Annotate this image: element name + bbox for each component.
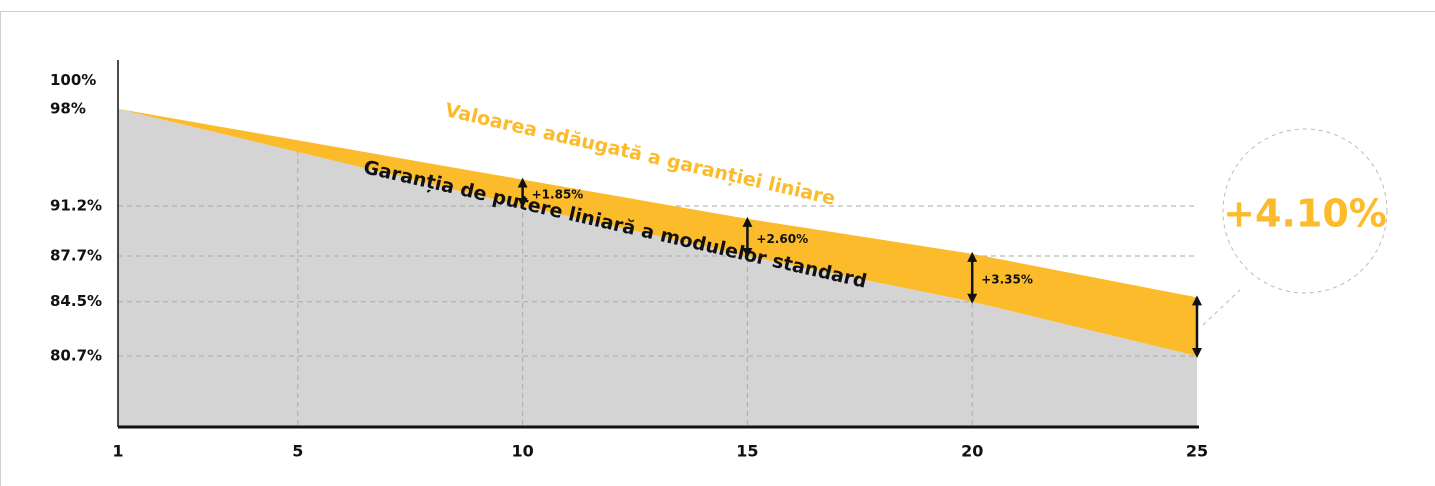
y-tick-label: 100%	[50, 71, 96, 89]
difference-label: +1.85%	[532, 187, 584, 201]
y-tick-label: 87.7%	[50, 247, 102, 265]
y-tick-label: 80.7%	[50, 347, 102, 365]
added-value-band	[118, 108, 1197, 356]
y-tick-label: 91.2%	[50, 197, 102, 215]
frame	[0, 11, 1435, 486]
callout-circle	[1222, 128, 1388, 294]
difference-label: +3.35%	[981, 272, 1033, 286]
x-tick-label: 10	[511, 442, 533, 461]
x-tick-label: 25	[1186, 442, 1208, 461]
x-tick-label: 5	[292, 442, 303, 461]
x-tick-label: 15	[736, 442, 758, 461]
x-tick-label: 20	[961, 442, 983, 461]
callout-pointer	[1202, 289, 1241, 326]
standard-area	[118, 108, 1197, 427]
y-tick-label: 98%	[50, 99, 86, 117]
difference-label: +2.60%	[756, 232, 808, 246]
callout-label: +4.10%	[1223, 192, 1387, 236]
y-tick-label: 84.5%	[50, 292, 102, 310]
x-tick-label: 1	[112, 442, 123, 461]
